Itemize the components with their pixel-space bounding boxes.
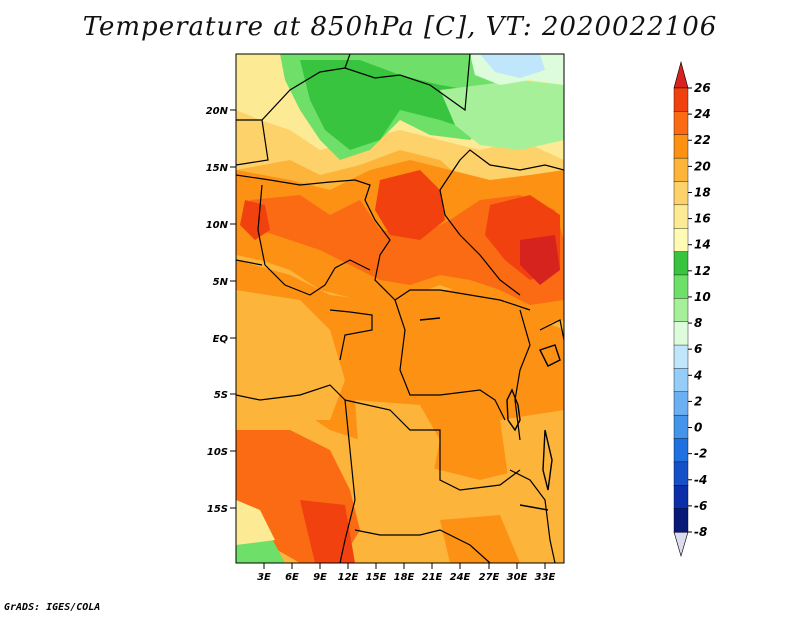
colorbar-label: 2 xyxy=(694,394,702,408)
y-tick-label: 5S xyxy=(214,390,228,401)
map-title: Temperature at 850hPa [C], VT: 202002210… xyxy=(82,12,718,42)
x-axis: 3E 6E 9E 12E 15E 18E 21E 24E 27E 30E 33E xyxy=(257,563,556,583)
colorbar-label: 24 xyxy=(694,107,711,121)
colorbar-label: 20 xyxy=(694,159,711,173)
field-24-26-southwest xyxy=(300,500,355,563)
colorbar-segment xyxy=(673,461,689,486)
x-tick-label: 3E xyxy=(257,572,271,583)
y-tick-label: 15N xyxy=(206,163,229,174)
colorbar-segment xyxy=(673,274,689,299)
colorbar-segment xyxy=(673,111,689,136)
colorbar-segment xyxy=(673,368,689,393)
x-tick-label: 21E xyxy=(422,572,443,583)
colorbar-top-arrow xyxy=(673,60,689,89)
colorbar-segment xyxy=(673,87,689,112)
colorbar-label: 26 xyxy=(694,81,711,95)
field-18-20-angola xyxy=(355,400,440,500)
colorbar-segment xyxy=(673,485,689,510)
colorbar-segment xyxy=(673,298,689,323)
colorbar-label: -8 xyxy=(694,525,707,539)
x-tick-label: 30E xyxy=(507,572,528,583)
lake-tanganyika xyxy=(506,388,521,432)
x-tick-label: 12E xyxy=(338,572,359,583)
field-24-26-west xyxy=(240,200,270,240)
colorbar-label: 22 xyxy=(694,133,711,147)
grads-credit: GrADS: IGES/COLA xyxy=(4,602,101,613)
colorbar-label: 4 xyxy=(693,368,702,382)
colorbar-segment xyxy=(673,228,689,253)
field-20-22-southeast xyxy=(440,515,520,563)
y-tick-label: 15S xyxy=(207,504,228,515)
field-18-20-east xyxy=(500,410,564,525)
colorbar-label: -6 xyxy=(694,499,707,513)
colorbar-label: 18 xyxy=(694,185,711,199)
colorbar-segment xyxy=(673,204,689,229)
x-tick-label: 33E xyxy=(535,572,556,583)
colorbar-label: -4 xyxy=(694,473,707,487)
x-tick-label: 6E xyxy=(285,572,299,583)
colorbar-segment xyxy=(673,134,689,159)
field-24-26-central xyxy=(375,170,445,240)
colorbar-segment xyxy=(673,251,689,276)
y-tick-label: 10S xyxy=(207,447,228,458)
colorbar-segment xyxy=(673,181,689,206)
y-tick-label: 10N xyxy=(206,220,229,231)
y-axis: 20N 15N 10N 5N EQ 5S 10S 15S xyxy=(206,106,236,515)
x-tick-label: 15E xyxy=(366,572,387,583)
colorbar-label: 0 xyxy=(694,421,702,435)
field-14-16-southwest xyxy=(236,500,275,545)
field-4-6 xyxy=(480,54,545,78)
colorbar-label: 16 xyxy=(694,212,711,226)
colorbar-label: 10 xyxy=(694,290,711,304)
lake-malawi xyxy=(542,429,553,491)
colorbar-segment xyxy=(673,508,689,533)
colorbar-label: 8 xyxy=(694,316,702,330)
x-tick-label: 9E xyxy=(313,572,327,583)
x-tick-label: 24E xyxy=(450,572,471,583)
y-tick-label: 5N xyxy=(213,277,229,288)
colorbar-label: 12 xyxy=(694,264,711,278)
colorbar-segment xyxy=(673,344,689,370)
y-tick-label: 20N xyxy=(206,106,229,117)
y-tick-label: EQ xyxy=(213,334,229,345)
colorbar-label: -2 xyxy=(694,447,707,461)
colorbar-segment xyxy=(673,321,689,346)
lake-victoria xyxy=(539,344,561,367)
country-borders xyxy=(236,54,564,563)
colorbar-label: 14 xyxy=(694,238,711,252)
x-tick-label: 27E xyxy=(479,572,500,583)
field-22-24 xyxy=(250,195,564,305)
field-26-east xyxy=(520,235,560,285)
colorbar-segment xyxy=(673,391,689,416)
colorbar-segment xyxy=(673,438,689,463)
colorbar-label: 6 xyxy=(694,342,702,356)
colorbar-segment xyxy=(673,157,689,183)
map-frame xyxy=(235,53,565,564)
lakes xyxy=(419,317,561,511)
x-tick-label: 18E xyxy=(394,572,415,583)
colorbar-bottom-arrow xyxy=(673,531,689,558)
field-18-20-atlantic xyxy=(236,290,345,420)
temperature-field xyxy=(236,54,564,563)
field-8-10 xyxy=(440,80,564,150)
colorbar-segment xyxy=(673,414,689,440)
